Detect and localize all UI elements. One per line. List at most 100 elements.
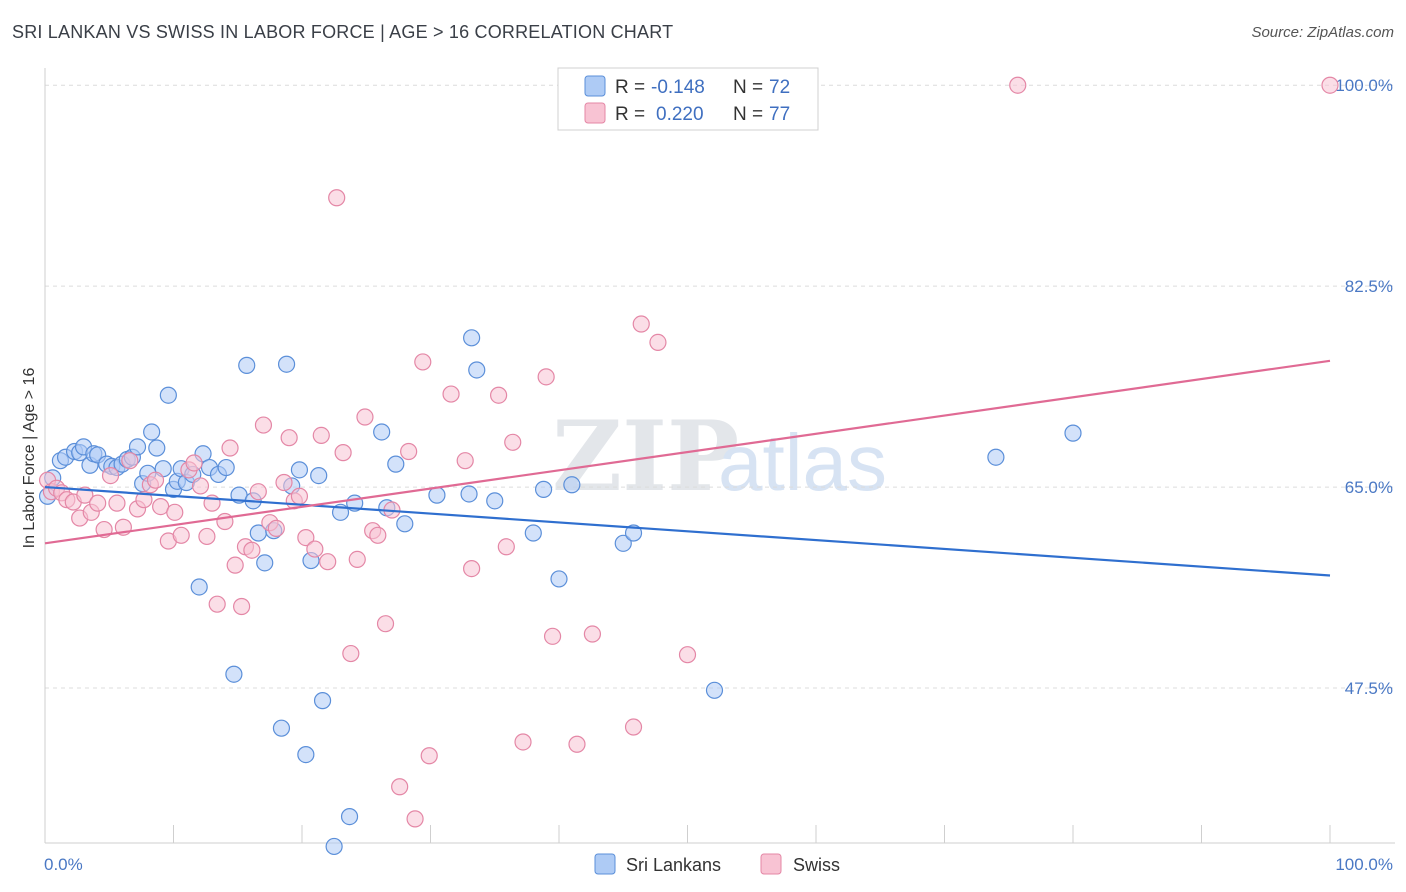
- swiss-point: [568, 735, 586, 753]
- bottom-legend-sri-swatch: [594, 853, 616, 875]
- legend-sri-r-label: R =: [615, 77, 645, 98]
- sri-lankans-point: [624, 524, 643, 542]
- tick-labels: 47.5% 65.0% 82.5% 100.0% 0.0% 100.0%: [44, 76, 1393, 874]
- swiss-point: [497, 538, 515, 556]
- swiss-point: [280, 429, 298, 447]
- sri-lankans-point: [524, 524, 542, 542]
- swiss-point: [275, 473, 293, 492]
- series-legend: Sri Lankans Swiss: [594, 853, 840, 875]
- swiss-point: [233, 597, 251, 616]
- sri-lankans-point: [705, 681, 724, 699]
- swiss-point: [1009, 76, 1027, 94]
- sri-lankans-point: [563, 476, 581, 494]
- swiss-point: [221, 439, 239, 457]
- legend-sri-r-value: -0.148: [651, 77, 705, 98]
- source-credit: Source: ZipAtlas.com: [1251, 24, 1394, 41]
- swiss-point: [267, 519, 285, 538]
- sri-lankans-point: [225, 665, 243, 683]
- trend-lines: [44, 359, 1331, 577]
- sri-lankans-point: [148, 439, 166, 457]
- swiss-point: [89, 494, 107, 512]
- sri-lankans-point: [159, 386, 177, 404]
- swiss-point: [624, 718, 643, 736]
- swiss-point: [543, 627, 562, 645]
- swiss-point: [208, 595, 226, 613]
- axes: [44, 68, 1395, 844]
- chart-title: SRI LANKAN VS SWISS IN LABOR FORCE | AGE…: [12, 22, 674, 42]
- sri-lankans-point: [987, 448, 1005, 466]
- swiss-point: [334, 444, 352, 462]
- sri-lankans-point: [325, 837, 343, 856]
- swiss-point: [306, 540, 324, 558]
- swiss-point: [198, 527, 216, 546]
- swiss-point: [312, 426, 330, 445]
- swiss-point: [166, 503, 184, 521]
- swiss-point: [101, 466, 120, 485]
- sri-lankans-trend-line: [44, 485, 1331, 577]
- swiss-point: [319, 553, 337, 571]
- y-tick-label: 100.0%: [1335, 76, 1393, 95]
- y-tick-label: 47.5%: [1345, 679, 1393, 698]
- sri-lankans-point: [550, 570, 568, 588]
- swiss-point: [463, 559, 481, 578]
- sri-lankans-point: [190, 578, 208, 596]
- sri-lankans-point: [217, 458, 235, 477]
- bottom-legend-swiss-label: Swiss: [793, 855, 840, 875]
- bottom-legend-sri-label: Sri Lankans: [626, 855, 721, 875]
- correlation-legend: R = -0.148 N = 72 R = 0.220 N = 77: [557, 67, 819, 131]
- swiss-point: [391, 778, 409, 796]
- swiss-point: [249, 483, 267, 501]
- swiss-point: [172, 526, 190, 544]
- swiss-point: [490, 386, 508, 404]
- y-tick-label: 65.0%: [1345, 478, 1393, 497]
- sri-lankans-point: [297, 745, 315, 764]
- legend-swiss-r-label: R =: [615, 104, 645, 125]
- sri-lankans-point: [486, 492, 504, 510]
- swiss-point: [456, 452, 474, 470]
- swiss-point: [406, 810, 424, 828]
- sri-lankans-point: [272, 719, 291, 737]
- sri-lankans-point: [1064, 424, 1082, 442]
- swiss-trend-line: [44, 359, 1331, 545]
- y-tick-label: 82.5%: [1345, 277, 1393, 296]
- bottom-legend-swiss-swatch: [760, 853, 782, 875]
- legend-swiss-r-value: 0.220: [656, 104, 704, 125]
- swiss-point: [348, 550, 366, 569]
- y-axis-title: In Labor Force | Age > 16: [21, 368, 38, 549]
- legend-swiss-swatch: [584, 102, 606, 124]
- sri-lankans-point: [313, 692, 332, 710]
- watermark-zip: ZIP: [552, 400, 739, 513]
- swiss-point: [108, 494, 126, 512]
- swiss-point: [400, 442, 418, 461]
- sri-lankans-point: [468, 361, 486, 379]
- swiss-point: [420, 747, 438, 765]
- swiss-point: [290, 487, 309, 505]
- sri-lankans-point: [614, 534, 632, 552]
- sri-lankans-point: [143, 423, 161, 441]
- swiss-point: [583, 625, 602, 643]
- swiss-point: [442, 385, 460, 403]
- swiss-point: [1321, 76, 1339, 94]
- swiss-point: [632, 315, 650, 333]
- swiss-point: [243, 541, 261, 559]
- x-tick-label: 0.0%: [44, 855, 83, 874]
- x-tick-label: 100.0%: [1335, 855, 1393, 874]
- swiss-point: [297, 528, 315, 547]
- swiss-point: [376, 615, 395, 633]
- sri-lankans-point: [396, 515, 414, 533]
- sri-lankans-point: [534, 480, 553, 498]
- sri-lankans-point: [238, 356, 256, 374]
- legend-swiss-n-label: N =: [733, 104, 763, 125]
- sri-lankans-point: [128, 438, 147, 456]
- sri-lankans-point: [290, 461, 309, 479]
- swiss-point: [537, 368, 555, 386]
- swiss-point: [146, 471, 165, 489]
- sri-lankans-point: [256, 554, 274, 572]
- swiss-point: [649, 333, 667, 352]
- swiss-point: [226, 556, 244, 574]
- swiss-point: [414, 353, 432, 371]
- swiss-point: [356, 408, 374, 426]
- legend-sri-swatch: [584, 75, 606, 97]
- sri-lankans-point: [387, 455, 405, 473]
